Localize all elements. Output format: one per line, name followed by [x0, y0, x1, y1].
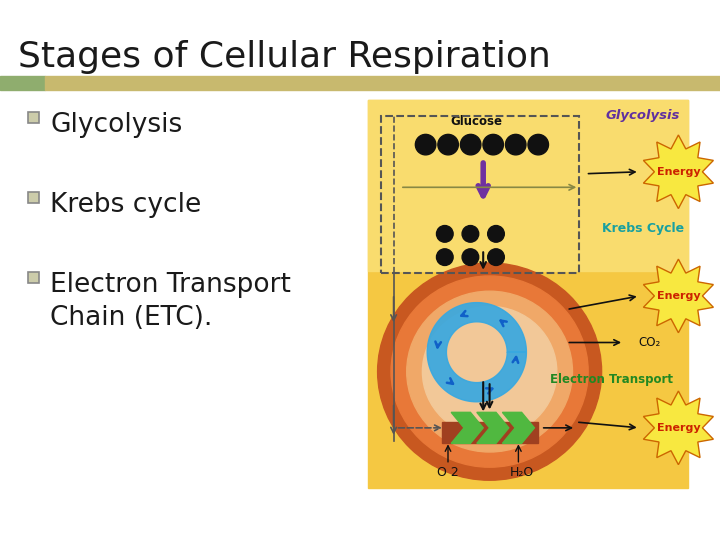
Polygon shape — [503, 413, 534, 443]
Text: Glycolysis: Glycolysis — [50, 112, 182, 138]
Bar — [28, 192, 39, 203]
Circle shape — [462, 226, 479, 242]
Text: Electron Transport: Electron Transport — [549, 373, 672, 386]
Circle shape — [462, 249, 479, 266]
Bar — [28, 272, 39, 283]
Text: Glycolysis: Glycolysis — [606, 109, 680, 122]
Polygon shape — [427, 302, 526, 402]
Ellipse shape — [423, 306, 557, 437]
Polygon shape — [644, 135, 714, 208]
Circle shape — [505, 134, 526, 155]
Bar — [45, 76, 720, 90]
Ellipse shape — [391, 276, 588, 467]
Circle shape — [487, 226, 504, 242]
Bar — [441, 422, 538, 443]
Bar — [0, 76, 45, 90]
Text: Glucose: Glucose — [451, 115, 503, 128]
Text: Energy: Energy — [657, 167, 701, 177]
Text: Krebs cycle: Krebs cycle — [50, 192, 202, 218]
Ellipse shape — [407, 291, 572, 452]
Polygon shape — [451, 413, 483, 443]
Bar — [368, 100, 688, 488]
Circle shape — [460, 134, 481, 155]
Polygon shape — [644, 391, 714, 464]
Text: O 2: O 2 — [437, 466, 459, 479]
Circle shape — [436, 226, 453, 242]
Bar — [28, 112, 39, 123]
Text: Stages of Cellular Respiration: Stages of Cellular Respiration — [18, 40, 551, 74]
Circle shape — [528, 134, 549, 155]
Text: Electron Transport
Chain (ETC).: Electron Transport Chain (ETC). — [50, 272, 291, 331]
Bar — [368, 100, 688, 271]
Text: H₂O: H₂O — [510, 466, 534, 479]
Circle shape — [436, 249, 453, 266]
Text: Energy: Energy — [657, 423, 701, 433]
Polygon shape — [644, 259, 714, 333]
Circle shape — [483, 134, 503, 155]
Circle shape — [415, 134, 436, 155]
Text: CO₂: CO₂ — [639, 336, 661, 349]
Circle shape — [438, 134, 459, 155]
Text: Krebs Cycle: Krebs Cycle — [602, 221, 684, 234]
Text: Energy: Energy — [657, 291, 701, 301]
Circle shape — [487, 249, 504, 266]
Ellipse shape — [377, 263, 602, 480]
Polygon shape — [477, 413, 509, 443]
